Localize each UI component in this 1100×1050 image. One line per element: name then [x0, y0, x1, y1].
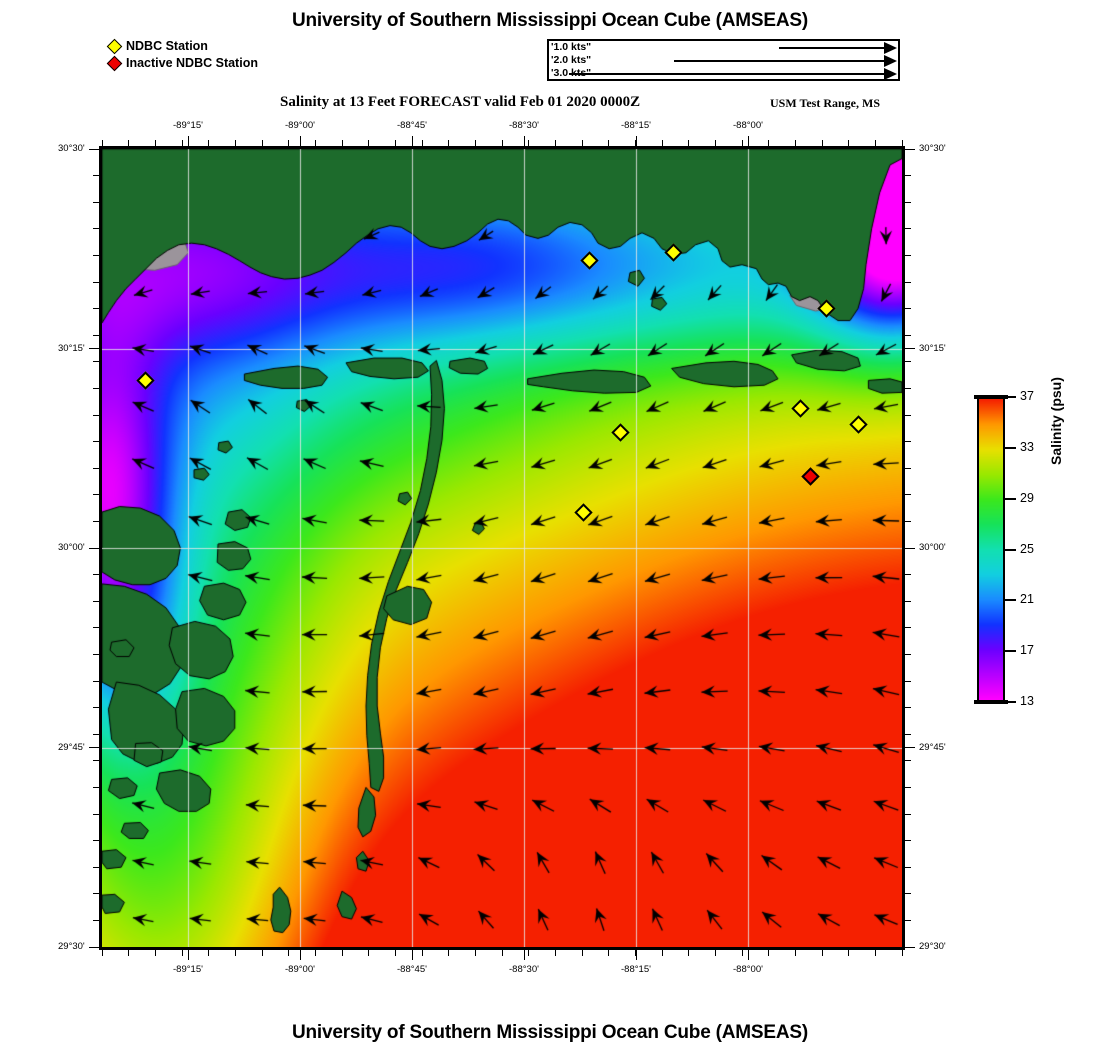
- colorbar-tick-label: 17: [1020, 643, 1034, 658]
- colorbar-tick: [1005, 599, 1016, 602]
- velocity-scale-row-1: '1.0 kts": [549, 41, 898, 54]
- velocity-arrowhead-3: [884, 68, 897, 80]
- colorbar-tick: [1005, 650, 1016, 653]
- colorbar-end-cap: [974, 395, 1008, 399]
- velocity-shaft-2: [674, 60, 884, 62]
- salinity-heatmap-canvas: [102, 149, 902, 947]
- colorbar-tick: [1005, 701, 1016, 703]
- velocity-shaft-3: [569, 73, 884, 75]
- colorbar-tick-label: 33: [1020, 439, 1034, 454]
- colorbar: [977, 397, 1005, 702]
- chart-subtitle: Salinity at 13 Feet FORECAST valid Feb 0…: [280, 94, 641, 110]
- colorbar-tick: [1005, 396, 1016, 398]
- colorbar-tick: [1005, 548, 1016, 551]
- footer-title: University of Southern Mississippi Ocean…: [291, 1022, 808, 1043]
- colorbar-end-cap: [974, 700, 1008, 704]
- velocity-label-2: '2.0 kts": [551, 54, 592, 66]
- velocity-arrowhead-2: [884, 55, 897, 67]
- region-label: USM Test Range, MS: [770, 96, 881, 110]
- velocity-scale-row-3: '3.0 kts": [549, 67, 898, 80]
- colorbar-gradient: [979, 399, 1003, 700]
- page-title: University of Southern Mississippi Ocean…: [291, 10, 808, 31]
- colorbar-tick: [1005, 446, 1016, 449]
- velocity-label-1: '1.0 kts": [551, 41, 592, 53]
- colorbar-tick: [1005, 497, 1016, 500]
- legend-label-inactive-ndbc-station: Inactive NDBC Station: [126, 56, 258, 70]
- colorbar-tick-label: 21: [1020, 592, 1034, 607]
- colorbar-title: Salinity (psu): [1048, 377, 1064, 465]
- map-plot-area[interactable]: [99, 146, 905, 950]
- velocity-arrowhead-1: [884, 42, 897, 54]
- velocity-scale-row-2: '2.0 kts": [549, 54, 898, 67]
- station-legend: NDBC Station Inactive NDBC Station: [106, 38, 258, 72]
- colorbar-tick-label: 13: [1020, 694, 1034, 708]
- legend-item-ndbc-station: NDBC Station: [106, 38, 258, 54]
- colorbar-tick-label: 37: [1020, 389, 1034, 403]
- colorbar-tick-label: 29: [1020, 490, 1034, 505]
- velocity-scale-legend: '1.0 kts" '2.0 kts" '3.0 kts": [547, 39, 900, 81]
- velocity-shaft-1: [779, 47, 884, 49]
- colorbar-tick-label: 25: [1020, 541, 1034, 556]
- legend-item-inactive-ndbc-station: Inactive NDBC Station: [106, 55, 258, 71]
- legend-label-ndbc-station: NDBC Station: [126, 39, 208, 53]
